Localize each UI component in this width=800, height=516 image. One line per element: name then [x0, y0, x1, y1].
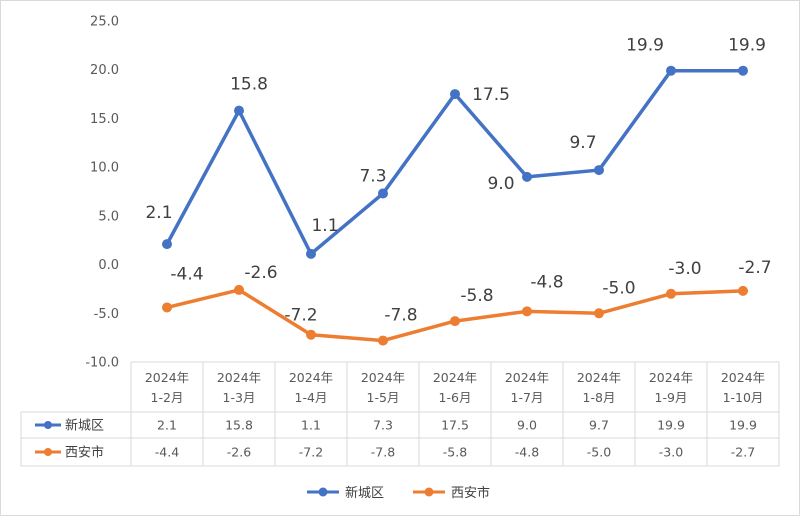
- table-cell-value: -3.0: [659, 445, 683, 460]
- data-label: 7.3: [359, 166, 386, 186]
- data-point: [450, 316, 460, 327]
- table-cell-value: 15.8: [225, 418, 253, 433]
- data-label: 9.0: [487, 174, 514, 194]
- category-label-period: 1-4月: [295, 390, 328, 405]
- data-label: 19.9: [626, 36, 664, 56]
- table-cell-value: 9.0: [517, 418, 537, 433]
- data-label: -2.6: [244, 263, 277, 283]
- data-point: [378, 335, 388, 346]
- category-label-period: 1-2月: [151, 390, 184, 405]
- data-point: [306, 329, 316, 340]
- table-cell-value: 7.3: [373, 418, 393, 433]
- table-cell-value: -4.8: [515, 445, 539, 460]
- data-point: [738, 285, 748, 296]
- data-label: -4.4: [170, 264, 203, 284]
- data-label: 1.1: [311, 216, 338, 236]
- data-point: [522, 306, 532, 317]
- category-label-year: 2024年: [361, 370, 405, 385]
- category-label-year: 2024年: [721, 370, 765, 385]
- table-cell-value: -7.2: [299, 445, 323, 460]
- table-series-name: 西安市: [65, 445, 104, 461]
- data-point: [738, 65, 748, 76]
- data-label: -2.7: [738, 258, 771, 278]
- category-label-period: 1-9月: [655, 390, 688, 405]
- legend-label: 新城区: [345, 485, 384, 501]
- category-label-year: 2024年: [289, 370, 333, 385]
- legend-key-marker: [424, 487, 434, 497]
- data-point: [594, 308, 604, 319]
- table-cell-value: 19.9: [657, 418, 685, 433]
- table-cell-value: -5.0: [587, 445, 611, 460]
- category-label-period: 1-7月: [511, 390, 544, 405]
- data-point: [522, 171, 532, 182]
- table-legend-key-marker: [44, 421, 52, 429]
- table-cell-value: 9.7: [589, 418, 609, 433]
- data-label: -7.2: [284, 306, 317, 326]
- category-label-year: 2024年: [217, 370, 261, 385]
- table-cell-value: -7.8: [371, 445, 395, 460]
- category-label-year: 2024年: [145, 370, 189, 385]
- y-tick-label: 15.0: [90, 112, 119, 127]
- category-label-year: 2024年: [505, 370, 549, 385]
- data-point: [162, 302, 172, 313]
- data-label: -7.8: [384, 306, 417, 326]
- y-tick-label: -5.0: [94, 307, 119, 322]
- table-cell-value: -2.7: [731, 445, 755, 460]
- data-label: -5.0: [602, 278, 635, 298]
- table-cell-value: 1.1: [301, 418, 321, 433]
- data-label: 17.5: [472, 85, 510, 105]
- data-label: 15.8: [230, 75, 268, 95]
- table-cell-value: 19.9: [729, 418, 757, 433]
- data-point: [594, 165, 604, 176]
- y-tick-label: -10.0: [85, 356, 119, 371]
- category-label-period: 1-6月: [439, 390, 472, 405]
- data-point: [234, 284, 244, 295]
- category-label-period: 1-10月: [723, 390, 764, 405]
- table-cell-value: 17.5: [441, 418, 469, 433]
- table-cell-value: -2.6: [227, 445, 251, 460]
- data-label: 9.7: [569, 133, 596, 153]
- data-label: 2.1: [145, 203, 172, 223]
- data-label: 19.9: [728, 36, 766, 56]
- table-series-name: 新城区: [65, 418, 104, 434]
- category-label-year: 2024年: [433, 370, 477, 385]
- data-point: [234, 105, 244, 116]
- data-label: -3.0: [668, 259, 701, 279]
- data-label: -4.8: [530, 272, 563, 292]
- y-tick-label: 20.0: [90, 63, 119, 78]
- legend-label: 西安市: [451, 485, 490, 501]
- data-point: [162, 239, 172, 250]
- y-tick-label: 5.0: [98, 209, 119, 224]
- table-cell-value: -4.4: [155, 445, 179, 460]
- data-point: [666, 288, 676, 299]
- data-point: [666, 65, 676, 76]
- category-label-year: 2024年: [649, 370, 693, 385]
- y-tick-label: 0.0: [98, 258, 119, 273]
- table-legend-key-marker: [44, 448, 52, 456]
- data-point: [450, 89, 460, 100]
- table-cell-value: -5.8: [443, 445, 467, 460]
- data-point: [306, 248, 316, 259]
- legend-key-marker: [318, 487, 328, 497]
- category-label-period: 1-8月: [583, 390, 616, 405]
- category-label-year: 2024年: [577, 370, 621, 385]
- y-tick-label: 10.0: [90, 161, 119, 176]
- data-point: [378, 188, 388, 199]
- series-line: [165, 288, 745, 343]
- category-label-period: 1-5月: [367, 390, 400, 405]
- data-label: -5.8: [460, 286, 493, 306]
- y-tick-label: 25.0: [90, 15, 119, 30]
- table-cell-value: 2.1: [157, 418, 177, 433]
- category-label-period: 1-3月: [223, 390, 256, 405]
